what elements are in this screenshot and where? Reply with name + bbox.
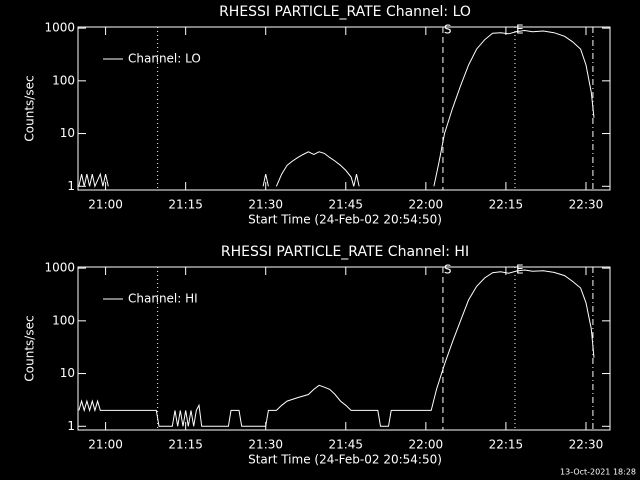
x-tick-label: 22:30 [569, 438, 604, 452]
x-tick-label: 21:30 [248, 198, 283, 212]
y-tick-label: 10 [60, 366, 75, 380]
x-axis-label: Start Time (24-Feb-02 20:54:50) [248, 213, 442, 227]
x-tick-label: 22:00 [409, 438, 444, 452]
marker-label: S [444, 23, 452, 37]
legend-label: Channel: LO [128, 52, 201, 66]
x-tick-label: 22:15 [489, 198, 524, 212]
plot-frame [77, 26, 611, 191]
x-tick-label: 22:30 [569, 198, 604, 212]
y-tick-label: 1000 [44, 261, 75, 275]
y-tick-label: 1 [67, 179, 75, 193]
y-tick-label: 100 [52, 313, 75, 327]
x-tick-label: 21:00 [88, 198, 123, 212]
x-tick-label: 21:45 [328, 438, 363, 452]
series-line [78, 269, 595, 427]
x-tick-label: 22:00 [409, 198, 444, 212]
legend-label: Channel: HI [128, 292, 198, 306]
x-tick-label: 21:00 [88, 438, 123, 452]
marker-label: E [516, 23, 524, 37]
footer: 13-Oct-2021 18:28 [560, 468, 636, 477]
x-tick-label: 21:15 [168, 198, 203, 212]
x-tick-label: 21:30 [248, 438, 283, 452]
x-tick-label: 22:15 [489, 438, 524, 452]
y-tick-label: 10 [60, 126, 75, 140]
y-tick-label: 1 [67, 419, 75, 433]
plot-frame [77, 266, 611, 431]
chart-title: RHESSI PARTICLE_RATE Channel: HI [221, 244, 469, 260]
y-axis-label: Counts/sec [23, 315, 37, 381]
marker-label: S [444, 263, 452, 277]
x-axis-label: Start Time (24-Feb-02 20:54:50) [248, 453, 442, 467]
marker-label: E [516, 263, 524, 277]
y-tick-label: 1000 [44, 21, 75, 35]
x-tick-label: 21:15 [168, 438, 203, 452]
y-tick-label: 100 [52, 73, 75, 87]
y-axis-label: Counts/sec [23, 75, 37, 141]
series-line [78, 29, 595, 188]
x-tick-label: 21:45 [328, 198, 363, 212]
chart-title: RHESSI PARTICLE_RATE Channel: LO [219, 4, 471, 20]
